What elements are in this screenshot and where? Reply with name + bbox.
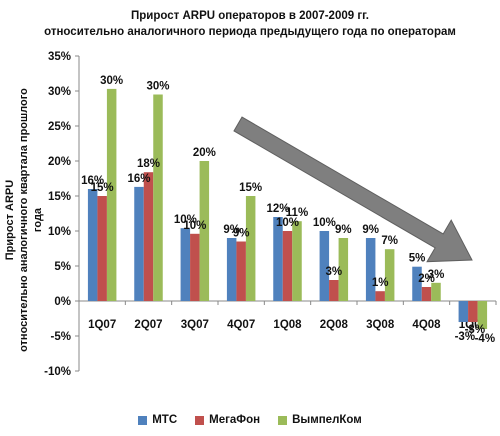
- legend-swatch: [138, 415, 148, 425]
- bar-2: [236, 241, 246, 301]
- bar-1: [226, 238, 237, 301]
- chart-title: Прирост ARPU операторов в 2007-2009 гг. …: [0, 8, 500, 40]
- bar-1: [134, 186, 144, 301]
- bar-1: [180, 228, 191, 301]
- y-tick-label: 10%: [48, 226, 71, 238]
- data-label: 10%: [174, 214, 197, 226]
- data-label: 18%: [137, 158, 160, 170]
- bar-1: [319, 231, 330, 301]
- data-label: 3%: [326, 266, 343, 278]
- legend-item: МегаФон: [195, 414, 260, 426]
- y-tick-label: 20%: [48, 156, 71, 168]
- y-tick-label: 0%: [54, 296, 71, 308]
- bar-3: [153, 94, 163, 301]
- data-label: -3%: [455, 331, 475, 343]
- bar-3: [245, 196, 256, 301]
- bar-3: [338, 238, 349, 301]
- legend-item: МТС: [138, 414, 177, 426]
- x-tick-label: 1Q08: [273, 319, 302, 331]
- bar-2: [421, 287, 432, 301]
- y-tick-label: 15%: [48, 191, 71, 203]
- x-tick-label: 2Q07: [134, 319, 162, 331]
- bar-2: [375, 291, 385, 301]
- data-label: 3%: [428, 269, 445, 281]
- data-label: 16%: [81, 175, 104, 187]
- legend-label: ВымпелКом: [292, 414, 362, 426]
- legend-item: ВымпелКом: [278, 414, 362, 426]
- data-label: 5%: [409, 253, 426, 265]
- y-tick-label: -5%: [51, 331, 71, 343]
- bar-2: [143, 172, 154, 301]
- data-label: -4%: [475, 333, 495, 345]
- data-label: 9%: [223, 224, 240, 236]
- bar-3: [199, 161, 210, 301]
- bar-1: [365, 238, 376, 301]
- data-label: 10%: [313, 217, 336, 229]
- data-label: 1%: [372, 277, 389, 289]
- x-tick-label: 1Q07: [88, 319, 116, 331]
- data-label: 10%: [183, 220, 206, 232]
- y-tick-label: 35%: [48, 51, 71, 63]
- bar-2: [282, 231, 293, 301]
- legend: МТС МегаФон ВымпелКом: [0, 414, 500, 426]
- legend-swatch: [195, 415, 205, 425]
- data-label: 7%: [381, 235, 398, 247]
- data-label: 2%: [418, 273, 435, 285]
- bar-3: [431, 282, 441, 301]
- data-label: 15%: [91, 182, 114, 194]
- bar-1: [412, 266, 422, 301]
- bar-3: [106, 88, 117, 302]
- data-label: 15%: [239, 182, 262, 194]
- x-tick-label: 2Q08: [320, 319, 349, 331]
- data-label: 9%: [335, 224, 352, 236]
- legend-label: МегаФон: [209, 414, 261, 426]
- x-tick-label: 4Q07: [227, 319, 255, 331]
- data-label: 10%: [276, 217, 299, 229]
- data-label: 20%: [193, 147, 216, 159]
- bar-1: [458, 301, 469, 322]
- bar-3: [292, 221, 302, 301]
- x-tick-label: 4Q08: [412, 319, 441, 331]
- data-label: 16%: [127, 173, 150, 185]
- data-label: -3%: [465, 324, 485, 336]
- y-tick-label: 30%: [48, 86, 71, 98]
- bar-3: [384, 249, 395, 301]
- data-label: 30%: [100, 75, 123, 87]
- y-tick-label: 25%: [48, 121, 71, 133]
- chart-title-line-2: относительно аналогичного периода предыд…: [44, 26, 456, 38]
- data-label: 30%: [146, 81, 169, 93]
- data-label: 12%: [266, 203, 289, 215]
- data-label: 9%: [362, 224, 379, 236]
- chart-title-line-1: Прирост ARPU операторов в 2007-2009 гг.: [131, 10, 369, 22]
- data-label: 11%: [286, 207, 308, 219]
- legend-swatch: [278, 415, 288, 425]
- bar-2: [97, 196, 107, 301]
- x-tick-label: 3Q08: [366, 319, 395, 331]
- trend-arrow: [233, 116, 473, 263]
- bar-2: [468, 301, 478, 322]
- bar-2: [190, 233, 200, 301]
- data-label: 9%: [233, 228, 250, 240]
- bar-3: [477, 301, 488, 329]
- y-tick-label: 5%: [54, 261, 71, 273]
- x-tick-label: 3Q07: [181, 319, 209, 331]
- bar-1: [273, 217, 283, 301]
- y-tick-label: -10%: [44, 366, 71, 378]
- bar-2: [329, 280, 339, 301]
- legend-label: МТС: [152, 414, 178, 426]
- bar-1: [87, 189, 98, 301]
